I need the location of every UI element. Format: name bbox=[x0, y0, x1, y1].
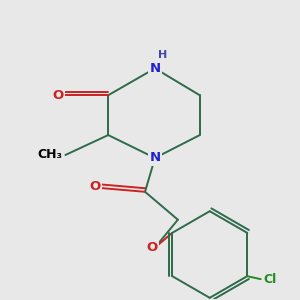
Text: Cl: Cl bbox=[264, 273, 277, 286]
Text: N: N bbox=[149, 152, 161, 164]
Text: H: H bbox=[158, 50, 167, 60]
Text: N: N bbox=[149, 62, 161, 75]
Text: CH₃: CH₃ bbox=[38, 148, 62, 161]
Text: O: O bbox=[90, 180, 101, 193]
Text: O: O bbox=[146, 241, 158, 254]
Text: O: O bbox=[52, 89, 64, 102]
